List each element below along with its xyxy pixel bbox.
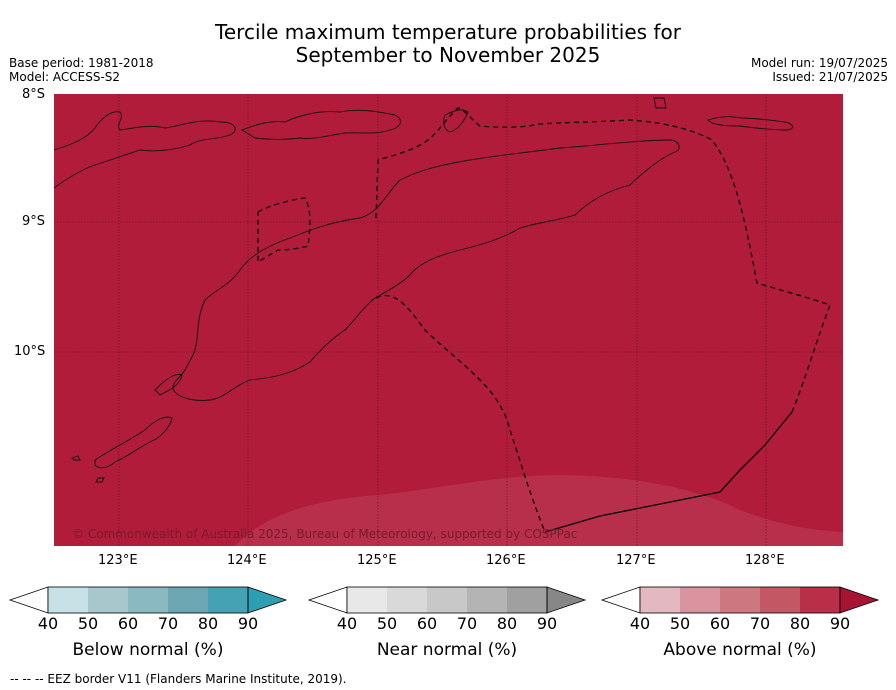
above-normal-tick-label: 80: [789, 614, 811, 633]
map-area: [54, 94, 843, 546]
near-normal-colorbar-min-arrow: [307, 586, 348, 614]
graticule: [54, 94, 843, 546]
below-normal-tick-label: 90: [237, 614, 259, 633]
below-normal-tick-label: 60: [117, 614, 139, 633]
near-normal-colorbar-segment: [507, 587, 547, 613]
near-normal-colorbar-segment: [427, 587, 467, 613]
above-normal-colorbar-segment: [680, 587, 720, 613]
below-normal-colorbar-outline: [47, 586, 249, 614]
model-run: Model run: 19/07/2025: [750, 56, 888, 70]
lon-label-125e: 125°E: [357, 553, 397, 568]
above-normal-tick-label: 50: [669, 614, 691, 633]
issued-date: Issued: 21/07/2025: [772, 70, 888, 84]
model-name: Model: ACCESS-S2: [9, 70, 121, 84]
lon-label-128e: 128°E: [745, 553, 785, 568]
above-normal-colorbar-min-arrow: [600, 586, 641, 614]
below-normal-colorbar-min-arrow: [8, 586, 49, 614]
below-normal-tick-label: 40: [37, 614, 59, 633]
eez-border: [257, 107, 831, 533]
lower-probability-region: [235, 475, 843, 546]
above-normal-tick-label: 70: [749, 614, 771, 633]
map-title-line1: Tercile maximum temperature probabilitie…: [215, 20, 681, 44]
near-normal-colorbar-max-arrow: [546, 586, 587, 614]
above-normal-colorbar-segment: [800, 587, 840, 613]
eez-footnote: -- -- -- EEZ border V11 (Flanders Marine…: [10, 672, 347, 686]
above-normal-colorbar-segment: [720, 587, 760, 613]
below-normal-colorbar-segment: [48, 587, 88, 613]
above-normal-colorbar-max-arrow: [839, 586, 880, 614]
copyright-text: © Commonwealth of Australia 2025, Bureau…: [72, 527, 577, 541]
near-normal-tick-label: 40: [336, 614, 358, 633]
below-normal-tick-label: 50: [77, 614, 99, 633]
near-normal-tick-label: 80: [496, 614, 518, 633]
near-normal-label: Near normal (%): [376, 640, 518, 660]
lat-label-9s: 9°S: [22, 214, 46, 229]
near-normal-colorbar-segment: [387, 587, 427, 613]
base-period: Base period: 1981-2018: [9, 56, 154, 70]
above-normal-tick-label: 40: [629, 614, 651, 633]
below-normal-colorbar-segment: [168, 587, 208, 613]
treaty-boundary: [544, 411, 793, 533]
colorbars: [8, 586, 880, 614]
lon-label-127e: 127°E: [616, 553, 656, 568]
near-normal-colorbar-segment: [347, 587, 387, 613]
above-normal-tick-label: 60: [709, 614, 731, 633]
below-normal-colorbar-segment: [208, 587, 248, 613]
below-normal-colorbar-segment: [128, 587, 168, 613]
below-normal-colorbar-segment: [88, 587, 128, 613]
above-normal-label: Above normal (%): [663, 640, 817, 660]
near-normal-tick-label: 60: [416, 614, 438, 633]
map-title-line2: September to November 2025: [295, 43, 601, 67]
lat-label-10s: 10°S: [14, 344, 46, 359]
below-normal-tick-label: 80: [197, 614, 219, 633]
near-normal-tick-label: 50: [376, 614, 398, 633]
near-normal-colorbar-segment: [467, 587, 507, 613]
lon-label-126e: 126°E: [486, 553, 526, 568]
above-normal-tick-label: 90: [829, 614, 851, 633]
near-normal-colorbar-outline: [346, 586, 548, 614]
near-normal-tick-label: 90: [536, 614, 558, 633]
lon-label-123e: 123°E: [98, 553, 138, 568]
above-normal-colorbar-outline: [639, 586, 841, 614]
lat-label-8s: 8°S: [22, 87, 46, 102]
above-normal-colorbar-segment: [640, 587, 680, 613]
below-normal-label: Below normal (%): [72, 640, 224, 660]
below-normal-tick-label: 70: [157, 614, 179, 633]
above-normal-colorbar-segment: [760, 587, 800, 613]
coastlines: [53, 97, 793, 483]
near-normal-tick-label: 70: [456, 614, 478, 633]
below-normal-colorbar-max-arrow: [247, 586, 288, 614]
lon-label-124e: 124°E: [227, 553, 267, 568]
